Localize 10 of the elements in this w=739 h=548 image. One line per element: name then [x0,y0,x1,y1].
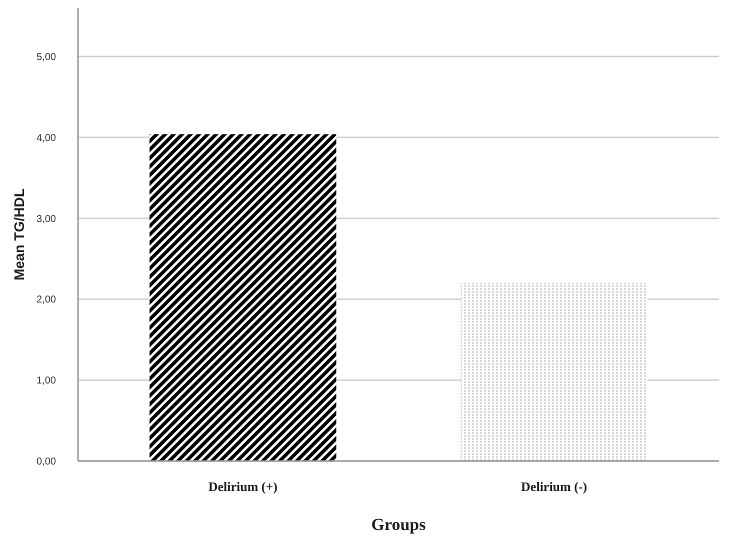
y-tick-label: 3,00 [36,214,56,225]
y-tick-label: 1,00 [36,376,56,387]
x-tick-label: Delirium (-) [521,479,588,494]
x-tick-label: Delirium (+) [208,479,278,494]
y-tick-label: 2,00 [36,294,56,306]
y-tick-label: 0,00 [36,456,56,468]
x-axis-title: Groups [371,515,426,534]
y-axis-title: Mean TG/HDL [11,188,27,280]
y-tick-label: 5,00 [36,52,56,64]
y-tick-label: 4,00 [36,132,56,144]
